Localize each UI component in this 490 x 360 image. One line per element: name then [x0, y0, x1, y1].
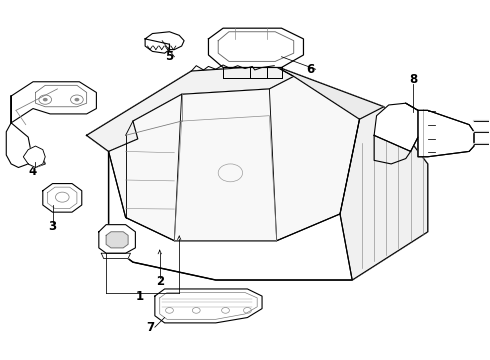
Polygon shape — [374, 103, 418, 152]
Text: 8: 8 — [409, 73, 417, 86]
Polygon shape — [406, 103, 474, 157]
Polygon shape — [24, 146, 45, 167]
Polygon shape — [155, 289, 262, 323]
Polygon shape — [101, 253, 130, 258]
Polygon shape — [106, 232, 128, 248]
Circle shape — [74, 98, 79, 102]
Polygon shape — [6, 96, 45, 167]
Polygon shape — [208, 28, 303, 67]
Polygon shape — [87, 66, 428, 280]
Polygon shape — [11, 82, 97, 123]
Text: 5: 5 — [165, 50, 173, 63]
Polygon shape — [340, 107, 428, 280]
Polygon shape — [145, 32, 184, 50]
Text: 7: 7 — [146, 321, 154, 334]
Text: 4: 4 — [28, 165, 36, 177]
Polygon shape — [99, 225, 135, 253]
Circle shape — [43, 98, 48, 102]
Polygon shape — [274, 66, 384, 119]
Text: 3: 3 — [49, 220, 57, 233]
Polygon shape — [109, 76, 360, 241]
Text: 6: 6 — [307, 63, 315, 76]
Text: 1: 1 — [136, 289, 145, 303]
Polygon shape — [87, 66, 294, 152]
Text: 2: 2 — [156, 275, 164, 288]
Polygon shape — [43, 184, 82, 212]
